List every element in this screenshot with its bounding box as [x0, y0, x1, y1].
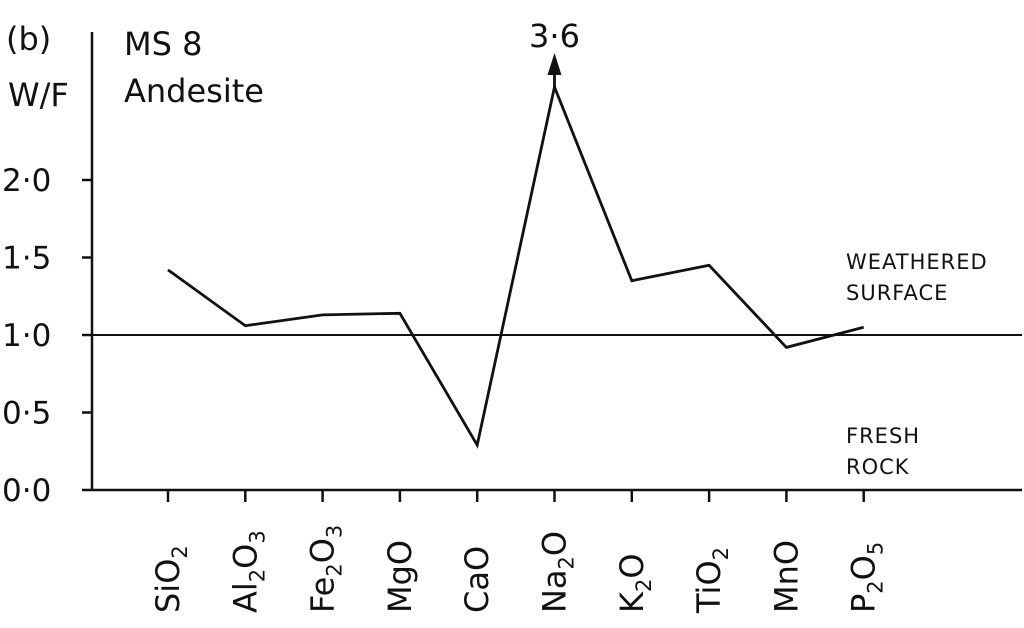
y-tick-label: 2·0 — [2, 163, 51, 199]
x-tick-label: CaO — [458, 546, 496, 613]
y-axis-label: W/F — [8, 76, 69, 114]
x-tick-label: MnO — [767, 540, 805, 613]
annotation-fresh: FRESH — [846, 424, 920, 448]
y-tick-label: 1·5 — [2, 241, 51, 277]
annotation-weathered: WEATHERED — [846, 250, 988, 274]
chart-title: MS 8 — [124, 25, 202, 63]
x-tick-label: P2O5 — [845, 542, 888, 613]
x-tick-label: Fe2O3 — [304, 525, 347, 613]
x-tick-label: K2O — [613, 553, 656, 613]
off-scale-arrow — [547, 53, 562, 75]
x-tick-label: Al2O3 — [226, 530, 269, 613]
panel-label: (b) — [6, 20, 51, 58]
x-ticks: SiO2 Al2O3 Fe2O3 MgO CaO Na2O K2O TiO2 MnO P2O5 — [149, 490, 888, 614]
x-tick-label: SiO2 — [149, 545, 192, 613]
annotation-rock: ROCK — [846, 455, 910, 479]
y-ticks: 2·0 1·5 1·0 0·5 0·0 — [2, 163, 92, 509]
chart-subtitle: Andesite — [124, 72, 264, 110]
x-tick-label: Na2O — [536, 531, 579, 613]
y-tick-label: 0·0 — [2, 473, 51, 509]
annotation-surface: SURFACE — [846, 281, 948, 305]
y-tick-label: 0·5 — [2, 396, 51, 432]
off-scale-label: 3·6 — [529, 17, 580, 55]
y-tick-label: 1·0 — [2, 318, 51, 354]
series-line — [167, 82, 865, 449]
x-tick-label: MgO — [381, 540, 419, 613]
series-line-group: 3·6 — [167, 17, 865, 449]
x-tick-label: TiO2 — [690, 547, 733, 614]
